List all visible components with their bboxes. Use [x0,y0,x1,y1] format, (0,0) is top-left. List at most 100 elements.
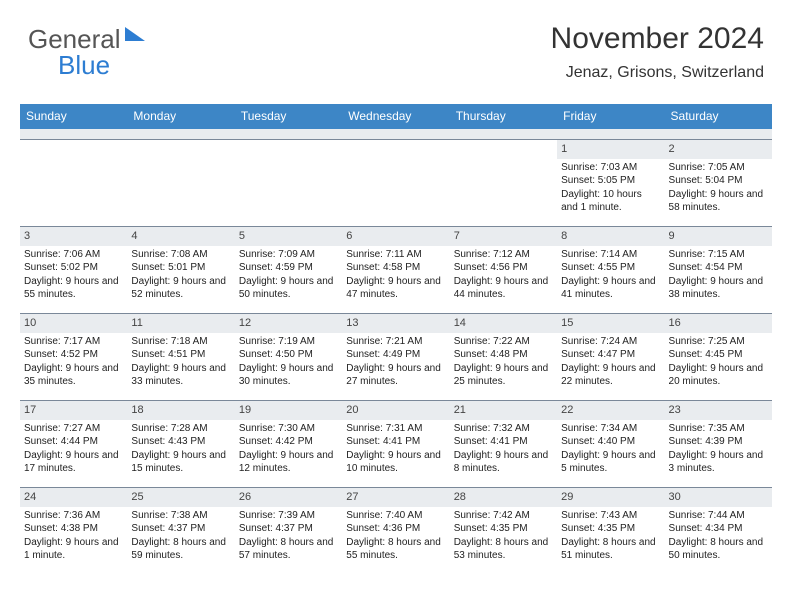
daylight-text: Daylight: 9 hours and 15 minutes. [131,449,230,476]
week-row: 10Sunrise: 7:17 AMSunset: 4:52 PMDayligh… [20,313,772,400]
day-body: Sunrise: 7:30 AMSunset: 4:42 PMDaylight:… [235,420,342,480]
day-body: Sunrise: 7:11 AMSunset: 4:58 PMDaylight:… [342,246,449,306]
sunset-text: Sunset: 4:41 PM [454,435,553,449]
sunset-text: Sunset: 4:38 PM [24,522,123,536]
weekday-header: Thursday [450,104,557,129]
weekday-header: Saturday [665,104,772,129]
day-cell: 8Sunrise: 7:14 AMSunset: 4:55 PMDaylight… [557,227,664,313]
logo-text-blue-label: Blue [58,50,110,80]
day-cell: 24Sunrise: 7:36 AMSunset: 4:38 PMDayligh… [20,488,127,574]
day-cell: 2Sunrise: 7:05 AMSunset: 5:04 PMDaylight… [665,140,772,226]
sunrise-text: Sunrise: 7:12 AM [454,248,553,262]
day-body: Sunrise: 7:12 AMSunset: 4:56 PMDaylight:… [450,246,557,306]
weekday-header: Tuesday [235,104,342,129]
day-number: 18 [127,401,234,420]
day-body: Sunrise: 7:09 AMSunset: 4:59 PMDaylight:… [235,246,342,306]
day-number [450,140,557,144]
day-body: Sunrise: 7:03 AMSunset: 5:05 PMDaylight:… [557,159,664,219]
day-cell: 10Sunrise: 7:17 AMSunset: 4:52 PMDayligh… [20,314,127,400]
day-body: Sunrise: 7:38 AMSunset: 4:37 PMDaylight:… [127,507,234,567]
day-cell [450,140,557,226]
day-cell: 7Sunrise: 7:12 AMSunset: 4:56 PMDaylight… [450,227,557,313]
sunset-text: Sunset: 4:45 PM [669,348,768,362]
day-body: Sunrise: 7:19 AMSunset: 4:50 PMDaylight:… [235,333,342,393]
day-cell: 26Sunrise: 7:39 AMSunset: 4:37 PMDayligh… [235,488,342,574]
day-cell [127,140,234,226]
daylight-text: Daylight: 9 hours and 30 minutes. [239,362,338,389]
day-cell: 27Sunrise: 7:40 AMSunset: 4:36 PMDayligh… [342,488,449,574]
calendar: SundayMondayTuesdayWednesdayThursdayFrid… [20,104,772,574]
sunset-text: Sunset: 4:55 PM [561,261,660,275]
sunset-text: Sunset: 4:40 PM [561,435,660,449]
sunrise-text: Sunrise: 7:05 AM [669,161,768,175]
day-body: Sunrise: 7:15 AMSunset: 4:54 PMDaylight:… [665,246,772,306]
day-number: 7 [450,227,557,246]
sunset-text: Sunset: 4:42 PM [239,435,338,449]
day-body: Sunrise: 7:43 AMSunset: 4:35 PMDaylight:… [557,507,664,567]
daylight-text: Daylight: 9 hours and 10 minutes. [346,449,445,476]
day-number: 16 [665,314,772,333]
daylight-text: Daylight: 10 hours and 1 minute. [561,188,660,215]
day-number: 30 [665,488,772,507]
sunrise-text: Sunrise: 7:42 AM [454,509,553,523]
sunrise-text: Sunrise: 7:06 AM [24,248,123,262]
day-cell: 19Sunrise: 7:30 AMSunset: 4:42 PMDayligh… [235,401,342,487]
daylight-text: Daylight: 9 hours and 41 minutes. [561,275,660,302]
daylight-text: Daylight: 9 hours and 35 minutes. [24,362,123,389]
sunset-text: Sunset: 5:04 PM [669,174,768,188]
sunrise-text: Sunrise: 7:17 AM [24,335,123,349]
title-block: November 2024 Jenaz, Grisons, Switzerlan… [551,22,764,82]
sunrise-text: Sunrise: 7:28 AM [131,422,230,436]
day-body: Sunrise: 7:42 AMSunset: 4:35 PMDaylight:… [450,507,557,567]
day-body: Sunrise: 7:25 AMSunset: 4:45 PMDaylight:… [665,333,772,393]
sunrise-text: Sunrise: 7:11 AM [346,248,445,262]
week-row: 3Sunrise: 7:06 AMSunset: 5:02 PMDaylight… [20,226,772,313]
sunset-text: Sunset: 4:37 PM [131,522,230,536]
weekday-header-row: SundayMondayTuesdayWednesdayThursdayFrid… [20,104,772,129]
sunrise-text: Sunrise: 7:34 AM [561,422,660,436]
day-number: 13 [342,314,449,333]
day-cell [20,140,127,226]
daylight-text: Daylight: 9 hours and 5 minutes. [561,449,660,476]
day-body: Sunrise: 7:35 AMSunset: 4:39 PMDaylight:… [665,420,772,480]
page-subtitle: Jenaz, Grisons, Switzerland [551,64,764,82]
sunset-text: Sunset: 4:43 PM [131,435,230,449]
day-cell: 1Sunrise: 7:03 AMSunset: 5:05 PMDaylight… [557,140,664,226]
day-cell: 28Sunrise: 7:42 AMSunset: 4:35 PMDayligh… [450,488,557,574]
day-body: Sunrise: 7:34 AMSunset: 4:40 PMDaylight:… [557,420,664,480]
daylight-text: Daylight: 9 hours and 25 minutes. [454,362,553,389]
sunset-text: Sunset: 4:49 PM [346,348,445,362]
weekday-header: Monday [127,104,234,129]
sunset-text: Sunset: 4:35 PM [561,522,660,536]
sunrise-text: Sunrise: 7:32 AM [454,422,553,436]
day-body: Sunrise: 7:36 AMSunset: 4:38 PMDaylight:… [20,507,127,567]
daylight-text: Daylight: 9 hours and 58 minutes. [669,188,768,215]
day-number: 23 [665,401,772,420]
day-number: 28 [450,488,557,507]
day-cell [342,140,449,226]
sunrise-text: Sunrise: 7:38 AM [131,509,230,523]
sunrise-text: Sunrise: 7:24 AM [561,335,660,349]
day-body: Sunrise: 7:05 AMSunset: 5:04 PMDaylight:… [665,159,772,219]
day-body: Sunrise: 7:08 AMSunset: 5:01 PMDaylight:… [127,246,234,306]
sunrise-text: Sunrise: 7:43 AM [561,509,660,523]
sunrise-text: Sunrise: 7:09 AM [239,248,338,262]
sunrise-text: Sunrise: 7:19 AM [239,335,338,349]
day-cell: 22Sunrise: 7:34 AMSunset: 4:40 PMDayligh… [557,401,664,487]
day-number [127,140,234,144]
logo-triangle-icon [125,27,145,41]
sunrise-text: Sunrise: 7:36 AM [24,509,123,523]
sunrise-text: Sunrise: 7:22 AM [454,335,553,349]
sunset-text: Sunset: 5:02 PM [24,261,123,275]
daylight-text: Daylight: 9 hours and 44 minutes. [454,275,553,302]
day-number: 1 [557,140,664,159]
day-number: 12 [235,314,342,333]
day-body: Sunrise: 7:06 AMSunset: 5:02 PMDaylight:… [20,246,127,306]
day-number: 4 [127,227,234,246]
sunset-text: Sunset: 5:05 PM [561,174,660,188]
daylight-text: Daylight: 8 hours and 51 minutes. [561,536,660,563]
daylight-text: Daylight: 9 hours and 8 minutes. [454,449,553,476]
day-number [235,140,342,144]
sunrise-text: Sunrise: 7:31 AM [346,422,445,436]
day-cell: 11Sunrise: 7:18 AMSunset: 4:51 PMDayligh… [127,314,234,400]
